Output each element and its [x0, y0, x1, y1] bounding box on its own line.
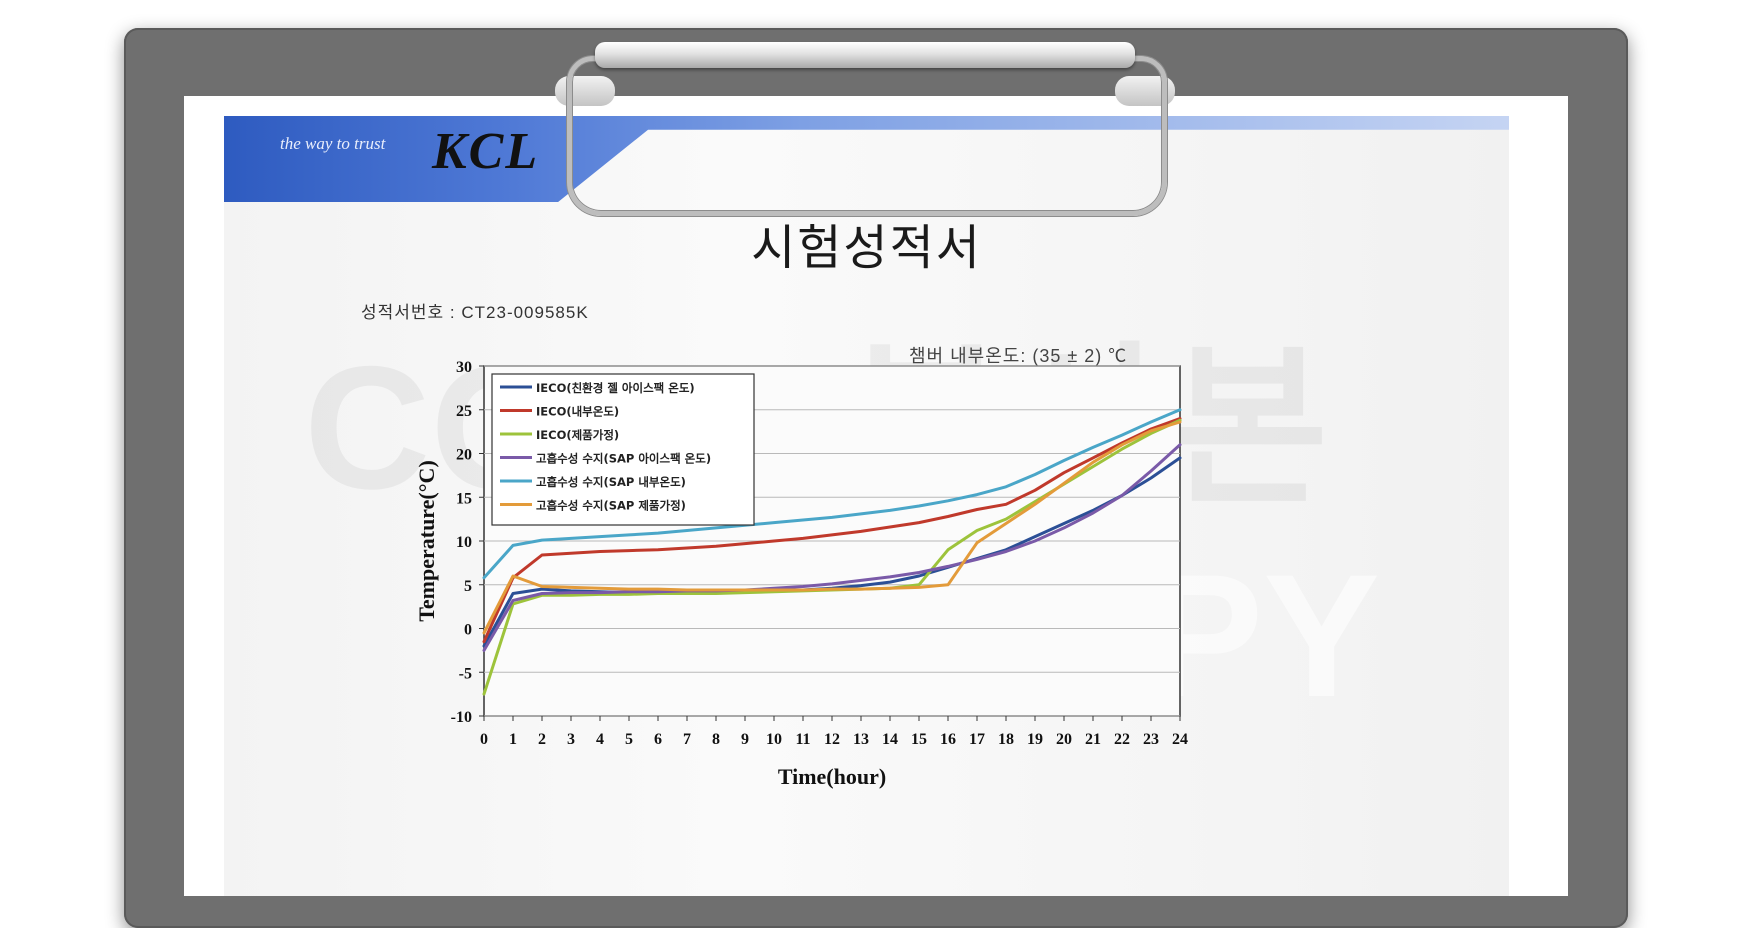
legend-label: IECO(내부온도) [536, 405, 619, 419]
x-tick-label: 6 [654, 731, 662, 748]
y-tick-label: 15 [456, 490, 472, 507]
x-tick-label: 23 [1143, 731, 1159, 748]
x-tick-label: 13 [853, 731, 869, 748]
y-tick-label: 25 [456, 403, 472, 420]
x-tick-label: 17 [969, 731, 985, 748]
x-tick-label: 11 [795, 731, 810, 748]
x-tick-label: 18 [998, 731, 1014, 748]
certificate-number: 성적서번호 : CT23-009585K [361, 303, 589, 322]
x-tick-label: 19 [1027, 731, 1043, 748]
kcl-logo: KCL [432, 123, 540, 180]
x-tick-label: 16 [940, 731, 956, 748]
legend-label: 고흡수성 수지(SAP 제품가정) [536, 499, 686, 513]
series-line-6 [482, 420, 1182, 635]
y-tick-label: -10 [451, 709, 472, 726]
y-tick-label: 5 [464, 578, 472, 595]
series-line-4 [482, 443, 1182, 652]
x-tick-label: 7 [683, 731, 691, 748]
x-tick-label: 2 [538, 731, 546, 748]
series-line-5 [482, 408, 1182, 580]
x-tick-label: 21 [1085, 731, 1101, 748]
document-sheet: the way to trust KCL COPY 복사본 COPY 시험성적서… [184, 96, 1568, 896]
temperature-chart: -10 -5 0 5 10 15 20 25 30 0 1 2 3 4 5 6 7 8 9 10 11 12 13 14 15 1… [386, 338, 1246, 896]
legend-label: IECO(친환경 젤 아이스팩 온도) [536, 381, 695, 395]
x-tick-label: 12 [824, 731, 840, 748]
legend-box [491, 373, 755, 526]
y-tick-label: -5 [459, 665, 472, 682]
clip-wire-loop [567, 56, 1167, 216]
x-tick-label: 20 [1056, 731, 1072, 748]
chamber-temperature-note: 챔버 내부온도: (35 ± 2) ℃ [909, 346, 1128, 366]
series-line-2 [482, 417, 1182, 644]
y-axis-title: Temperature(°C) [414, 460, 439, 622]
y-tick-label: 0 [464, 622, 472, 639]
y-tick-label: 30 [456, 359, 472, 376]
y-tick-label: 10 [456, 534, 472, 551]
x-tick-label: 22 [1114, 731, 1130, 748]
x-tick-label: 5 [625, 731, 633, 748]
x-tick-label: 15 [911, 731, 927, 748]
brand-tagline: the way to trust [280, 134, 386, 153]
x-tick-label: 1 [509, 731, 517, 748]
legend-label: 고흡수성 수지(SAP 아이스팩 온도) [536, 452, 711, 466]
y-tick-label: 20 [456, 447, 472, 464]
x-tick-label: 0 [480, 731, 488, 748]
x-tick-label: 4 [596, 731, 604, 748]
x-tick-label: 3 [567, 731, 575, 748]
x-tick-label: 10 [766, 731, 782, 748]
x-tick-label: 14 [882, 731, 898, 748]
x-tick-label: 24 [1172, 731, 1188, 748]
x-tick-label: 9 [741, 731, 749, 748]
x-tick-label: 8 [712, 731, 720, 748]
legend-label: 고흡수성 수지(SAP 내부온도) [536, 475, 686, 489]
x-axis-title: Time(hour) [778, 764, 886, 789]
clip-bar [595, 42, 1135, 68]
legend-label: IECO(제품가정) [536, 428, 619, 442]
scanned-report: the way to trust KCL COPY 복사본 COPY 시험성적서… [224, 116, 1509, 896]
document-title: 시험성적서 [751, 222, 982, 275]
clipboard-clip [555, 42, 1175, 216]
